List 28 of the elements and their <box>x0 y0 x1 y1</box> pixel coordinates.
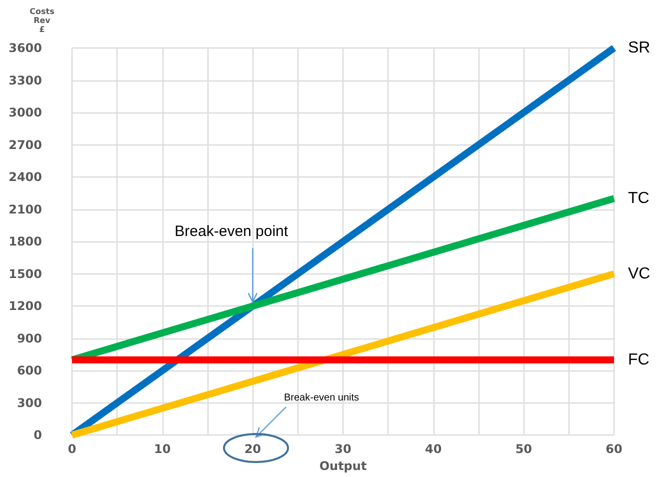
x-tick-label: 40 <box>424 442 442 456</box>
x-tick-label: 30 <box>334 442 352 456</box>
y-axis-title: Costs Rev £ <box>30 7 55 34</box>
series-label: VC <box>628 265 650 282</box>
x-tick-label: 50 <box>515 442 532 456</box>
x-tick-label: 20 <box>244 442 262 456</box>
series-label: TC <box>628 190 650 208</box>
y-tick-label: 3600 <box>8 41 42 55</box>
y-tick-label: 1200 <box>8 299 42 314</box>
y-tick-label: 300 <box>16 396 42 410</box>
series-label: FC <box>628 351 650 368</box>
annotation: Break-even point <box>174 223 289 240</box>
x-tick-label: 0 <box>68 442 76 456</box>
y-tick-label: 3300 <box>8 73 42 88</box>
x-tick-label: 10 <box>154 442 171 456</box>
y-tick-label: 1800 <box>8 234 42 249</box>
y-tick-label: 3000 <box>8 106 42 120</box>
y-tick-label: 2100 <box>8 202 42 216</box>
y-tick-label: 600 <box>16 364 42 378</box>
y-tick-label: 1500 <box>8 266 42 281</box>
x-tick-label: 60 <box>606 442 622 456</box>
annotation: Break-even units <box>284 392 360 404</box>
y-tick-label: 2700 <box>8 138 42 152</box>
y-tick-label: 2400 <box>8 170 42 184</box>
y-tick-label: 900 <box>16 331 42 346</box>
x-axis-title: Output <box>319 459 367 473</box>
y-tick-label: 0 <box>34 428 42 442</box>
series-label: SR <box>628 40 650 56</box>
